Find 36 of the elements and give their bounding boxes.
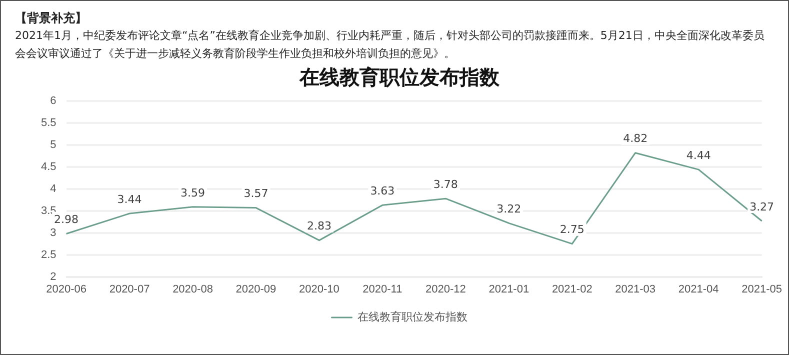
data-label: 2.98 <box>54 213 79 226</box>
data-label: 3.44 <box>117 192 142 206</box>
y-tick-label: 4.5 <box>40 160 56 173</box>
data-label: 4.82 <box>623 132 648 146</box>
text: 2021年1月，中纪委发布评论文章“点名”在线教育企业竞争加剧、行业内耗严重，随后，针对头部公司的罚款接踵而来。5月21日，中央全面深化改革委员会会议审议通过了《关于进一步减轻义务教育阶段学生作业负担和校外培训负担的意见》。 <box>15 28 766 62</box>
data-label: 3.63 <box>370 184 395 198</box>
chart-title: 在线教育职位发布指数 <box>298 65 500 90</box>
legend-label: 在线教育职位发布指数 <box>357 310 468 324</box>
y-tick-label: 4 <box>50 182 56 195</box>
y-tick-label: 6 <box>50 95 56 108</box>
data-label: 2.83 <box>306 220 332 233</box>
data-label: 3.22 <box>496 202 522 216</box>
x-tick-label: 2020-12 <box>425 283 466 296</box>
y-tick-label: 2.5 <box>40 248 56 261</box>
y-tick-label: 2 <box>50 270 56 283</box>
data-label: 2.75 <box>560 223 584 236</box>
data-label: 3.27 <box>750 200 774 214</box>
data-label: 3.57 <box>244 187 268 200</box>
x-tick-label: 2020-09 <box>236 283 276 296</box>
x-tick-label: 2021-04 <box>678 283 719 296</box>
x-tick-label: 2021-01 <box>488 283 530 296</box>
y-tick-label: 3 <box>50 226 56 239</box>
x-tick-label: 2020-10 <box>299 283 340 296</box>
text: 【背景补充】 <box>15 10 88 27</box>
data-label: 3.59 <box>180 186 205 200</box>
x-tick-label: 2020-06 <box>46 283 86 296</box>
x-tick-label: 2021-05 <box>742 283 782 296</box>
data-label: 3.78 <box>433 178 458 191</box>
y-tick-label: 5 <box>50 138 56 151</box>
data-label: 4.44 <box>686 148 711 162</box>
x-tick-label: 2021-02 <box>552 283 592 296</box>
y-tick-label: 5.5 <box>40 117 56 130</box>
x-tick-label: 2020-08 <box>172 283 213 296</box>
x-tick-label: 2020-11 <box>362 283 402 296</box>
x-tick-label: 2020-07 <box>109 283 150 296</box>
x-tick-label: 2021-03 <box>615 283 656 296</box>
